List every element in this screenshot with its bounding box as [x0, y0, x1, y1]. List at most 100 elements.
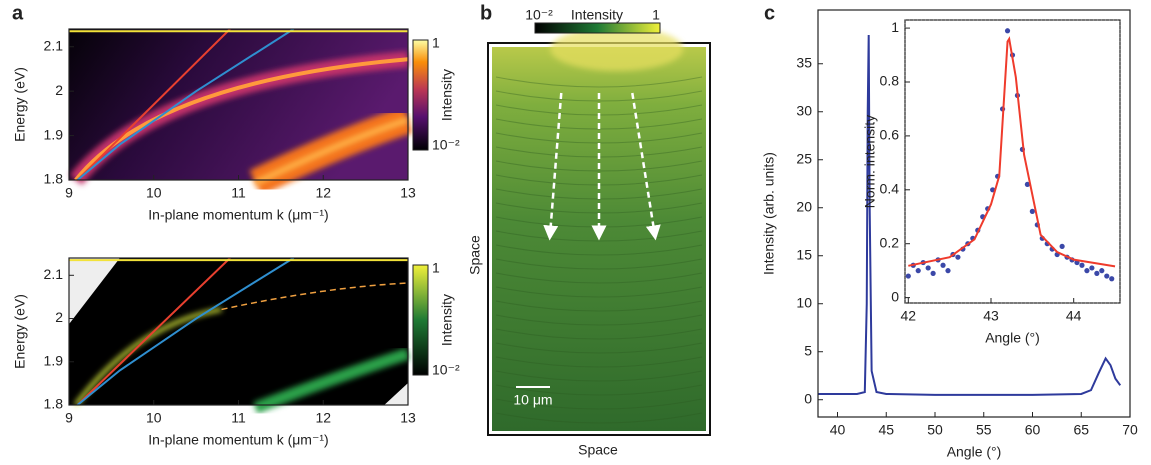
y-tick-label: 20 [796, 198, 812, 214]
y-tick-label: 2 [55, 309, 63, 325]
image-fringe [495, 286, 703, 298]
x-tick-label: 60 [1025, 422, 1041, 438]
y-axis-label: Energy (eV) [12, 294, 28, 369]
colorbar-label: 10⁻² [432, 137, 460, 153]
data-point [1109, 276, 1115, 282]
x-tick-label: 70 [1122, 422, 1138, 438]
y-axis-label: Space [467, 235, 483, 275]
y-tick-label: 1.8 [44, 396, 64, 412]
data-line [76, 29, 231, 180]
x-axis-label: In-plane momentum k (μm⁻¹) [148, 432, 328, 448]
image-fringe [495, 398, 703, 410]
data-point [955, 254, 961, 260]
data-point [1089, 265, 1095, 271]
data-point [1094, 270, 1100, 276]
y-tick-label: 30 [796, 102, 812, 118]
x-tick-label: 10 [146, 410, 162, 426]
image-fringe [495, 76, 703, 88]
image-fringe [495, 412, 703, 424]
y-tick-label: 2.1 [44, 37, 64, 53]
image-fringe [495, 258, 703, 270]
panel-letter: c [764, 2, 775, 24]
x-tick-label: 40 [830, 422, 846, 438]
colorbar-label: 1 [432, 35, 440, 51]
data-point [915, 268, 921, 274]
y-tick-label: 10 [796, 294, 812, 310]
panel-letter: b [480, 2, 492, 24]
x-tick-label: 13 [400, 410, 416, 426]
x-tick-label: 43 [983, 308, 999, 324]
x-tick-label: 13 [400, 185, 416, 201]
heatmap-bg [69, 258, 408, 405]
colorbar [412, 39, 429, 151]
x-tick-label: 11 [231, 185, 246, 201]
data-point [925, 265, 931, 271]
image-fringe [495, 202, 703, 214]
data-line [908, 36, 1116, 268]
y-tick-label: 0 [891, 288, 899, 304]
image-fringe [495, 314, 703, 326]
scale-bar-label: 10 μm [513, 392, 552, 408]
colorbar-label: 1 [432, 260, 440, 276]
y-tick-label: 0.8 [880, 73, 900, 89]
y-tick-label: 15 [796, 246, 812, 262]
y-tick-label: 0.6 [880, 127, 900, 143]
y-tick-label: 35 [796, 54, 812, 70]
y-tick-label: 0.4 [880, 181, 900, 197]
image-fringe [495, 370, 703, 382]
data-point [1024, 181, 1030, 188]
image-fringe [495, 328, 703, 340]
image-fringe [495, 356, 703, 368]
x-axis-label: Angle (°) [947, 444, 1002, 460]
y-tick-label: 1.9 [44, 126, 64, 142]
data-point [1029, 208, 1035, 214]
x-tick-label: 9 [65, 410, 73, 426]
x-tick-label: 12 [315, 410, 331, 426]
image-fringe [495, 272, 703, 284]
x-tick-label: 50 [927, 422, 943, 438]
x-tick-label: 42 [901, 308, 917, 324]
image-glow [550, 27, 684, 71]
data-point [1059, 243, 1065, 249]
y-tick-label: 25 [796, 150, 812, 166]
data-line [76, 29, 295, 180]
x-tick-label: 55 [976, 422, 992, 438]
image-fringe [495, 342, 703, 354]
heatmap-bg [69, 29, 408, 180]
x-tick-label: 11 [231, 410, 246, 426]
y-tick-label: 1.9 [44, 352, 64, 368]
colorbar [534, 22, 661, 34]
data-line [76, 258, 295, 405]
y-tick-label: 1.8 [44, 171, 64, 187]
colorbar-title: Intensity [571, 7, 623, 23]
image-fringe [495, 160, 703, 172]
x-tick-label: 9 [65, 185, 73, 201]
heatmap-band [254, 116, 409, 186]
heatmap-band [74, 57, 409, 182]
data-point [1079, 262, 1085, 268]
y-axis-label: Intensity (arb. units) [761, 152, 777, 275]
inset-frame-dots [904, 19, 1121, 304]
x-tick-label: 45 [878, 422, 894, 438]
y-axis-label: Norm. intensity [862, 115, 878, 208]
flow-arrow [543, 92, 563, 241]
data-point [1099, 268, 1105, 274]
panel-letter: a [12, 2, 24, 24]
x-axis-label: Space [578, 442, 618, 458]
x-tick-label: 65 [1073, 422, 1089, 438]
y-axis-label: Energy (eV) [12, 67, 28, 142]
data-point [930, 270, 936, 276]
data-point [940, 262, 946, 268]
heatmap-dash [221, 282, 409, 311]
data-point [1084, 268, 1090, 274]
heatmap-corner [384, 382, 408, 405]
y-tick-label: 1 [891, 19, 899, 35]
colorbar-title: Intensity [439, 294, 455, 346]
y-tick-label: 0 [804, 390, 812, 406]
data-point [905, 273, 911, 279]
plot-frame [68, 257, 409, 406]
data-point [1004, 28, 1011, 34]
y-tick-label: 2 [55, 82, 63, 98]
x-axis-label: In-plane momentum k (μm⁻¹) [148, 207, 328, 223]
y-tick-label: 0.2 [880, 234, 900, 250]
